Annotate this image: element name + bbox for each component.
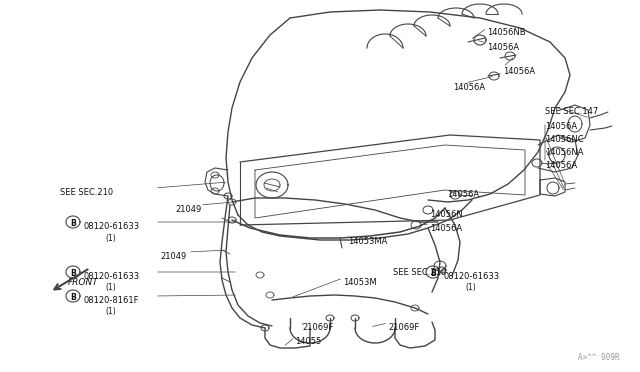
- Text: 08120-61633: 08120-61633: [83, 222, 139, 231]
- Text: (1): (1): [105, 234, 116, 243]
- Text: (1): (1): [105, 283, 116, 292]
- Text: A>^^ 009R: A>^^ 009R: [579, 353, 620, 362]
- Text: 14056A: 14056A: [453, 83, 485, 92]
- Text: 21049: 21049: [160, 252, 186, 261]
- Text: SEE SEC.147: SEE SEC.147: [545, 107, 598, 116]
- Text: 14056NC: 14056NC: [545, 135, 584, 144]
- Text: SEE SEC.210: SEE SEC.210: [393, 268, 446, 277]
- Text: 08120-8161F: 08120-8161F: [83, 296, 138, 305]
- Text: 08120-61633: 08120-61633: [443, 272, 499, 281]
- Text: SEE SEC.210: SEE SEC.210: [60, 188, 113, 197]
- Text: 14056A: 14056A: [503, 67, 535, 76]
- Text: 14053MA: 14053MA: [348, 237, 387, 246]
- Text: 14056A: 14056A: [545, 122, 577, 131]
- Text: 14053M: 14053M: [343, 278, 376, 287]
- Text: B: B: [70, 294, 76, 302]
- Text: 08120-61633: 08120-61633: [83, 272, 139, 281]
- Text: 21069F: 21069F: [302, 323, 333, 332]
- Text: 14056A: 14056A: [545, 161, 577, 170]
- Text: (1): (1): [465, 283, 476, 292]
- Text: 14055: 14055: [295, 337, 321, 346]
- Text: 21049: 21049: [175, 205, 201, 214]
- Text: B: B: [430, 269, 436, 279]
- Text: FRONT: FRONT: [68, 278, 99, 287]
- Text: B: B: [70, 269, 76, 279]
- Text: (1): (1): [105, 307, 116, 316]
- Text: 14056NB: 14056NB: [487, 28, 525, 37]
- Text: 14056A: 14056A: [447, 190, 479, 199]
- Text: 21069F: 21069F: [388, 323, 419, 332]
- Text: 14056A: 14056A: [430, 224, 462, 233]
- Text: 14056A: 14056A: [487, 43, 519, 52]
- Text: B: B: [70, 219, 76, 228]
- Text: 14056N: 14056N: [430, 210, 463, 219]
- Text: 14056NA: 14056NA: [545, 148, 584, 157]
